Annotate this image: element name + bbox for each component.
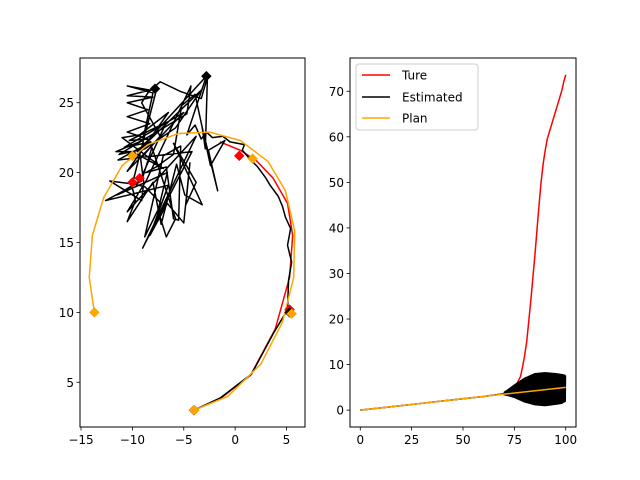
right-y-tick-label: 30 <box>329 267 344 281</box>
left-x-tick-label: −5 <box>175 433 193 447</box>
diamond-marker <box>127 177 138 188</box>
estimated-line <box>360 372 567 411</box>
left-y-axis: 5 10 15 20 25 <box>59 96 80 390</box>
diamond-marker <box>127 150 138 162</box>
right-y-tick-label: 0 <box>336 404 344 418</box>
right-x-tick-label: 100 <box>554 433 577 447</box>
diamond-marker <box>89 307 100 318</box>
right-plot-data <box>360 74 567 411</box>
right-y-tick-label: 50 <box>329 176 344 190</box>
right-x-tick-label: 0 <box>356 433 364 447</box>
right-plot: 0 25 50 75 100 0 10 20 30 40 50 60 70 Ture Estimate… <box>329 57 577 447</box>
diamond-marker <box>201 70 212 82</box>
diamond-marker <box>134 172 145 184</box>
right-y-tick-label: 60 <box>329 130 344 144</box>
right-y-tick-label: 20 <box>329 313 344 327</box>
diamond-marker <box>149 83 161 95</box>
right-x-axis: 0 25 50 75 100 <box>356 427 577 447</box>
left-y-tick-label: 25 <box>59 96 74 110</box>
legend: Ture Estimated Plan <box>355 63 479 131</box>
right-y-tick-label: 70 <box>329 85 344 99</box>
left-x-tick-label: 0 <box>231 433 239 447</box>
right-x-tick-label: 50 <box>455 433 470 447</box>
left-x-tick-label: −15 <box>68 433 93 447</box>
left-y-tick-label: 20 <box>59 166 74 180</box>
left-x-tick-label: −10 <box>120 433 145 447</box>
estimated-path-line <box>104 75 293 411</box>
planned-path-line <box>88 131 296 411</box>
diamond-marker <box>233 150 245 162</box>
legend-box <box>355 63 479 131</box>
right-y-tick-label: 40 <box>329 221 344 235</box>
diamond-marker <box>188 404 200 416</box>
right-y-tick-label: 10 <box>329 358 344 372</box>
left-x-tick-label: 5 <box>283 433 291 447</box>
diamond-marker <box>247 153 258 164</box>
left-x-axis: −15 −10 −5 0 5 <box>68 427 290 447</box>
left-y-tick-label: 10 <box>59 306 74 320</box>
plan-line <box>360 386 566 411</box>
right-x-tick-label: 75 <box>507 433 522 447</box>
legend-label-ture: Ture <box>401 69 427 83</box>
right-y-axis: 0 10 20 30 40 50 60 70 <box>329 85 350 418</box>
left-y-tick-label: 5 <box>66 376 74 390</box>
diamond-marker <box>286 308 297 320</box>
left-y-tick-label: 15 <box>59 236 74 250</box>
legend-label-plan: Plan <box>402 112 428 126</box>
left-plot: −15 −10 −5 0 5 5 10 15 20 25 <box>59 57 306 447</box>
right-x-tick-label: 25 <box>404 433 419 447</box>
left-plot-data <box>88 70 297 416</box>
legend-label-estimated: Estimated <box>402 91 463 105</box>
